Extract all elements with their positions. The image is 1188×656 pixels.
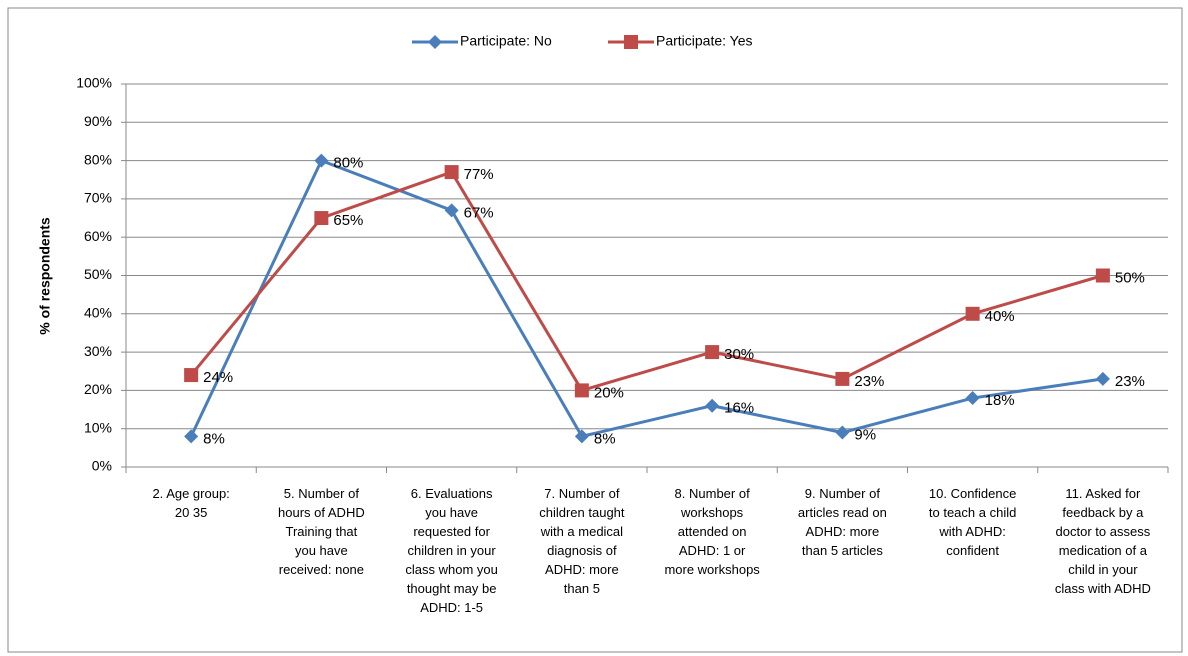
marker: [428, 35, 442, 49]
x-tick-label-line: class whom you: [405, 562, 497, 577]
x-tick-label-line: 5. Number of: [284, 486, 360, 501]
x-tick-label-line: 10. Confidence: [929, 486, 1016, 501]
x-tick-label-line: ADHD: 1 or: [679, 543, 746, 558]
y-tick-label: 40%: [84, 305, 112, 321]
x-tick-label-line: than 5 articles: [802, 543, 883, 558]
x-tick-label-line: requested for: [413, 524, 490, 539]
y-tick-label: 10%: [84, 419, 112, 435]
x-tick-label-line: received: none: [279, 562, 364, 577]
data-label: 23%: [854, 373, 884, 390]
data-label: 67%: [464, 204, 494, 221]
x-tick-label-line: workshops: [680, 505, 744, 520]
x-tick-label: 7. Number of children taught with a medica…: [539, 486, 625, 596]
x-tick-label-line: ADHD: more: [806, 524, 880, 539]
data-label: 65%: [333, 212, 363, 229]
legend-label: Participate: No: [460, 33, 552, 49]
x-tick-label-line: ADHD: more: [545, 562, 619, 577]
marker: [1095, 371, 1110, 386]
data-label: 16%: [724, 400, 754, 417]
data-label: 30%: [724, 346, 754, 363]
x-tick-label-line: 8. Number of: [675, 486, 751, 501]
x-tick-label: 11. Asked for feedback by a doctor to asse…: [1055, 486, 1151, 596]
x-tick-label: 2. Age group: 20 35: [152, 486, 229, 520]
y-tick-label: 70%: [84, 190, 112, 206]
x-tick-label-line: than 5: [564, 581, 600, 596]
x-tick-label-line: 2. Age group:: [152, 486, 229, 501]
x-tick-label-line: attended on: [678, 524, 747, 539]
marker: [314, 153, 329, 168]
x-tick-label-line: feedback by a: [1062, 505, 1144, 520]
x-tick-label-line: thought may be: [407, 581, 497, 596]
data-label: 8%: [594, 430, 616, 447]
data-label: 40%: [985, 308, 1015, 325]
marker: [624, 35, 638, 49]
data-label: 23%: [1115, 373, 1145, 390]
x-tick-label-line: 6. Evaluations: [411, 486, 493, 501]
x-tick-label-line: 7. Number of: [544, 486, 620, 501]
y-tick-label: 0%: [92, 458, 112, 474]
data-label: 77%: [464, 166, 494, 183]
x-tick-label-line: articles read on: [798, 505, 887, 520]
data-label: 8%: [203, 430, 225, 447]
x-tick-label-line: more workshops: [664, 562, 760, 577]
legend-label: Participate: Yes: [656, 33, 753, 49]
x-tick-label-line: children taught: [539, 505, 625, 520]
data-label: 20%: [594, 384, 624, 401]
x-tick-label-line: 20 35: [175, 505, 208, 520]
x-tick-label-line: class with ADHD: [1055, 581, 1151, 596]
x-tick-label-line: with a medical: [540, 524, 623, 539]
x-tick-label: 6. Evaluations you have requested for child…: [405, 486, 497, 615]
x-tick-label-line: ADHD: 1-5: [420, 600, 483, 615]
y-tick-label: 60%: [84, 228, 112, 244]
marker: [444, 203, 459, 218]
x-tick-label-line: doctor to assess: [1056, 524, 1151, 539]
data-label: 50%: [1115, 269, 1145, 286]
series-line: [189, 170, 1104, 393]
x-tick-label: 5. Number of hours of ADHD Training that yo…: [278, 486, 365, 577]
y-axis-title: % of respondents: [37, 217, 53, 335]
x-tick-label-line: children in your: [408, 543, 497, 558]
marker: [965, 306, 980, 321]
marker: [184, 368, 199, 383]
y-tick-label: 30%: [84, 343, 112, 359]
x-tick-label-line: medication of a: [1059, 543, 1148, 558]
series-line: [189, 158, 1104, 439]
x-tick-label-line: 11. Asked for: [1065, 486, 1141, 501]
marker: [184, 429, 199, 444]
x-tick-label-line: to teach a child: [929, 505, 1016, 520]
x-tick-label: 9. Number of articles read on ADHD: more th…: [798, 486, 887, 558]
y-tick-label: 50%: [84, 266, 112, 282]
x-tick-label-line: Training that: [285, 524, 357, 539]
data-label: 24%: [203, 369, 233, 386]
x-tick-label-line: you have: [295, 543, 348, 558]
chart-border: [7, 7, 1183, 653]
data-label: 9%: [854, 426, 876, 443]
marker: [705, 398, 720, 413]
x-tick-label-line: you have: [425, 505, 478, 520]
x-tick-label: 8. Number of workshops attended on ADHD: 1 …: [664, 486, 760, 577]
x-tick-label-line: child in your: [1068, 562, 1138, 577]
marker: [314, 211, 329, 226]
y-tick-label: 90%: [84, 113, 112, 129]
x-tick-label-line: 9. Number of: [805, 486, 881, 501]
x-tick-label-line: with ADHD:: [938, 524, 1005, 539]
y-tick-label: 20%: [84, 381, 112, 397]
x-tick-label: 10. Confidence to teach a child with ADHD:…: [929, 486, 1016, 558]
x-tick-label-line: diagnosis of: [547, 543, 617, 558]
y-tick-label: 100%: [76, 75, 112, 91]
marker: [574, 383, 589, 398]
marker: [835, 371, 850, 386]
marker: [705, 345, 720, 360]
marker: [574, 429, 589, 444]
data-label: 80%: [333, 155, 363, 172]
marker: [965, 391, 980, 406]
marker: [444, 165, 459, 180]
x-tick-label-line: confident: [946, 543, 999, 558]
marker: [1095, 268, 1110, 283]
x-tick-label-line: hours of ADHD: [278, 505, 365, 520]
y-tick-label: 80%: [84, 151, 112, 167]
data-label: 18%: [985, 392, 1015, 409]
marker: [835, 425, 850, 440]
